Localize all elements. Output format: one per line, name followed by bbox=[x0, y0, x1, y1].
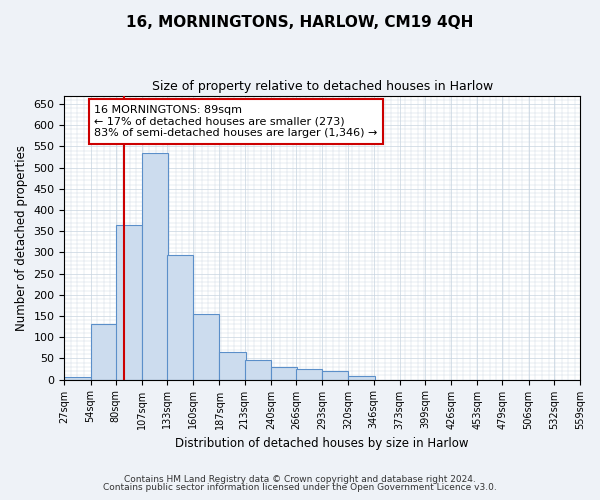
Bar bbox=[245, 360, 271, 380]
Bar bbox=[91, 324, 117, 380]
Bar bbox=[116, 225, 142, 380]
Bar bbox=[64, 378, 91, 380]
Bar bbox=[142, 153, 168, 380]
Text: 16, MORNINGTONS, HARLOW, CM19 4QH: 16, MORNINGTONS, HARLOW, CM19 4QH bbox=[127, 15, 473, 30]
Bar bbox=[322, 371, 349, 380]
Text: Contains public sector information licensed under the Open Government Licence v3: Contains public sector information licen… bbox=[103, 484, 497, 492]
Bar bbox=[193, 314, 220, 380]
Bar bbox=[167, 254, 193, 380]
Bar bbox=[349, 376, 374, 380]
Bar bbox=[220, 352, 245, 380]
Y-axis label: Number of detached properties: Number of detached properties bbox=[15, 144, 28, 330]
Text: Contains HM Land Registry data © Crown copyright and database right 2024.: Contains HM Land Registry data © Crown c… bbox=[124, 475, 476, 484]
Bar bbox=[296, 369, 322, 380]
Text: 16 MORNINGTONS: 89sqm
← 17% of detached houses are smaller (273)
83% of semi-det: 16 MORNINGTONS: 89sqm ← 17% of detached … bbox=[94, 105, 378, 138]
X-axis label: Distribution of detached houses by size in Harlow: Distribution of detached houses by size … bbox=[175, 437, 469, 450]
Title: Size of property relative to detached houses in Harlow: Size of property relative to detached ho… bbox=[152, 80, 493, 93]
Bar bbox=[271, 367, 297, 380]
